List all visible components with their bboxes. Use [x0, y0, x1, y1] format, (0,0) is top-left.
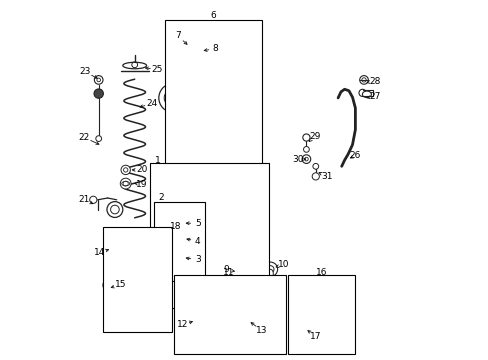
Circle shape — [103, 279, 116, 292]
Text: 4: 4 — [195, 237, 200, 246]
Text: 13: 13 — [256, 326, 267, 335]
Ellipse shape — [267, 269, 273, 278]
Circle shape — [311, 173, 319, 180]
Ellipse shape — [122, 62, 146, 69]
Bar — [164, 20, 261, 164]
Circle shape — [312, 163, 318, 169]
Circle shape — [358, 89, 366, 96]
Bar — [287, 275, 355, 354]
Circle shape — [175, 251, 182, 258]
Circle shape — [175, 266, 182, 273]
Circle shape — [107, 202, 122, 217]
Text: 28: 28 — [368, 77, 380, 85]
Text: 9: 9 — [223, 266, 229, 274]
Bar — [133, 237, 147, 254]
Bar — [103, 227, 171, 332]
Circle shape — [302, 134, 309, 141]
Text: 7: 7 — [175, 31, 181, 40]
Text: 1: 1 — [155, 156, 161, 165]
Text: 2: 2 — [158, 194, 163, 202]
Bar — [134, 254, 145, 297]
Text: 23: 23 — [80, 68, 91, 77]
Text: 14: 14 — [94, 248, 105, 257]
Circle shape — [220, 184, 261, 226]
Circle shape — [263, 300, 276, 313]
Text: 29: 29 — [308, 132, 320, 140]
Circle shape — [159, 84, 187, 112]
Text: 6: 6 — [210, 10, 216, 19]
Circle shape — [94, 76, 103, 84]
Ellipse shape — [242, 87, 253, 108]
Text: 22: 22 — [79, 133, 90, 142]
Text: 21: 21 — [79, 195, 90, 204]
Text: 30: 30 — [291, 154, 303, 163]
Text: 31: 31 — [320, 172, 332, 181]
Circle shape — [94, 89, 103, 98]
Text: 25: 25 — [151, 65, 163, 74]
Circle shape — [232, 266, 248, 282]
Circle shape — [302, 155, 310, 163]
Circle shape — [96, 136, 102, 141]
Text: 18: 18 — [169, 222, 181, 231]
Circle shape — [179, 213, 186, 220]
Text: 8: 8 — [212, 44, 218, 53]
Text: 15: 15 — [114, 280, 126, 289]
Circle shape — [177, 303, 204, 330]
Bar — [150, 163, 268, 308]
Bar — [174, 275, 285, 354]
Circle shape — [298, 319, 314, 335]
Circle shape — [121, 165, 130, 175]
Text: 19: 19 — [136, 180, 147, 189]
Ellipse shape — [362, 91, 371, 98]
Text: 16: 16 — [316, 269, 327, 277]
Text: 5: 5 — [194, 219, 200, 228]
Circle shape — [120, 178, 131, 189]
Text: 26: 26 — [349, 151, 360, 160]
Text: 3: 3 — [194, 256, 200, 264]
Bar — [153, 202, 204, 281]
Text: 20: 20 — [136, 165, 147, 174]
Circle shape — [136, 301, 143, 309]
Circle shape — [237, 87, 258, 109]
Circle shape — [259, 313, 273, 328]
Circle shape — [239, 299, 269, 329]
Text: 27: 27 — [368, 92, 380, 101]
Circle shape — [214, 305, 237, 328]
Circle shape — [107, 231, 122, 247]
Circle shape — [178, 231, 185, 238]
Circle shape — [89, 196, 97, 203]
Circle shape — [263, 262, 277, 276]
Text: 12: 12 — [177, 320, 188, 329]
Circle shape — [359, 76, 367, 84]
Text: 24: 24 — [146, 99, 157, 108]
Circle shape — [132, 294, 148, 310]
Circle shape — [303, 147, 309, 152]
Text: 10: 10 — [277, 260, 288, 269]
Text: 17: 17 — [309, 332, 321, 341]
Text: 11: 11 — [222, 269, 234, 277]
